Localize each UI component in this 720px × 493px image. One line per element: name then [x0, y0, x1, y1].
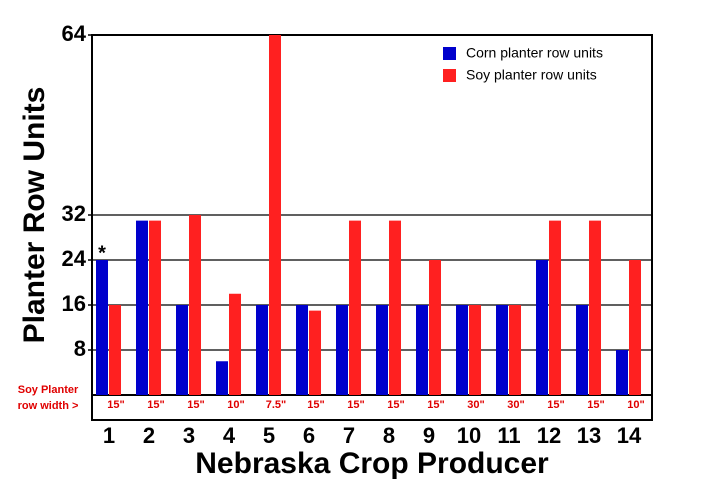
row-width: 15" — [147, 399, 164, 411]
bar — [349, 220, 361, 395]
x-tick-label: 2 — [143, 423, 155, 448]
row-width: 15" — [427, 399, 444, 411]
x-tick-label: 3 — [183, 423, 195, 448]
x-tick-label: 11 — [497, 423, 520, 448]
x-tick-label: 6 — [303, 423, 315, 448]
y-axis-title: Planter Row Units — [18, 87, 51, 344]
bar — [549, 220, 561, 395]
x-tick-label: 10 — [457, 423, 481, 448]
bar — [296, 305, 308, 395]
annotation: * — [98, 242, 106, 264]
x-tick-label: 8 — [383, 423, 395, 448]
bar — [456, 305, 468, 395]
x-tick-label: 14 — [617, 423, 642, 448]
legend-swatch — [443, 69, 456, 82]
x-tick-label: 4 — [223, 423, 236, 448]
row-width: 15" — [307, 399, 324, 411]
row-width-label: row width > — [18, 400, 79, 412]
bar — [389, 220, 401, 395]
bar — [336, 305, 348, 395]
x-tick-label: 9 — [423, 423, 435, 448]
row-width: 30" — [507, 399, 524, 411]
legend-swatch — [443, 47, 456, 60]
row-width: 30" — [467, 399, 484, 411]
bar — [269, 35, 281, 395]
y-tick-label: 32 — [62, 201, 86, 226]
bar — [576, 305, 588, 395]
bar — [509, 305, 521, 395]
legend-label: Corn planter row units — [466, 45, 603, 61]
bar — [469, 305, 481, 395]
row-width: 15" — [587, 399, 604, 411]
x-tick-label: 12 — [537, 423, 561, 448]
x-tick-label: 1 — [103, 423, 115, 448]
bar — [256, 305, 268, 395]
bar — [496, 305, 508, 395]
bar — [229, 293, 241, 395]
bar — [309, 310, 321, 395]
bar — [616, 350, 628, 395]
x-tick-label: 7 — [343, 423, 355, 448]
row-width: 15" — [347, 399, 364, 411]
bar — [429, 260, 441, 395]
bar — [376, 305, 388, 395]
bar — [629, 260, 641, 395]
bar — [96, 260, 108, 395]
x-axis-title: Nebraska Crop Producer — [195, 447, 549, 480]
bar — [136, 220, 148, 395]
bar — [149, 220, 161, 395]
row-width: 15" — [547, 399, 564, 411]
row-width: 15" — [387, 399, 404, 411]
row-width: 10" — [627, 399, 644, 411]
bar — [416, 305, 428, 395]
y-tick-label: 8 — [74, 336, 86, 361]
bar — [536, 260, 548, 395]
y-tick-label: 64 — [62, 21, 87, 46]
x-tick-label: 13 — [577, 423, 601, 448]
row-width: 15" — [107, 399, 124, 411]
bar — [216, 361, 228, 395]
row-width-label: Soy Planter — [18, 384, 79, 396]
y-tick-label: 16 — [62, 291, 86, 316]
row-width: 7.5" — [266, 399, 287, 411]
y-tick-label: 24 — [62, 246, 87, 271]
row-width: 15" — [187, 399, 204, 411]
bar — [589, 220, 601, 395]
bar — [109, 305, 121, 395]
x-tick-label: 5 — [263, 423, 275, 448]
row-width: 10" — [227, 399, 244, 411]
bar — [189, 215, 201, 395]
legend-label: Soy planter row units — [466, 67, 597, 83]
bar — [176, 305, 188, 395]
